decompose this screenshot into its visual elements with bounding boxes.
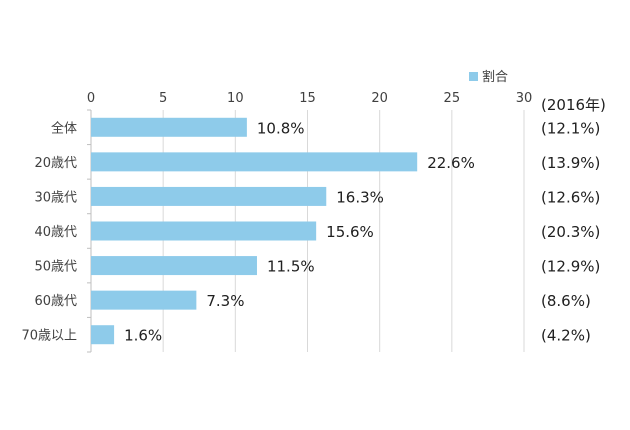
data-label: 22.6% bbox=[427, 154, 475, 172]
comparison-label: (8.6%) bbox=[541, 292, 591, 310]
comparison-label: (4.2%) bbox=[541, 327, 591, 345]
data-label: 16.3% bbox=[336, 188, 384, 206]
bar bbox=[91, 186, 327, 206]
data-label: 7.3% bbox=[206, 292, 244, 310]
x-tick-label: 5 bbox=[159, 91, 167, 106]
x-tick-label: 30 bbox=[516, 91, 533, 106]
comparison-label: (12.6%) bbox=[541, 188, 600, 206]
bar bbox=[91, 152, 418, 172]
category-label: 全体 bbox=[51, 120, 77, 136]
legend-label: 割合 bbox=[482, 69, 508, 85]
x-tick-label: 0 bbox=[87, 91, 95, 106]
legend-swatch bbox=[469, 72, 478, 81]
x-tick-label: 20 bbox=[371, 91, 388, 106]
comparison-label: (12.1%) bbox=[541, 119, 600, 137]
labels: 全体 10.8% (12.1%) 20歳代 22.6% (13.9%) 30歳代 16.3% (… bbox=[21, 119, 600, 344]
bar bbox=[91, 221, 317, 241]
comparison-label: (12.9%) bbox=[541, 258, 600, 276]
bar bbox=[91, 256, 257, 276]
data-label: 15.6% bbox=[326, 223, 374, 241]
category-label: 60歳代 bbox=[34, 294, 77, 309]
category-label: 50歳代 bbox=[34, 260, 77, 275]
x-tick-label: 15 bbox=[299, 91, 316, 106]
x-tick-label: 10 bbox=[227, 91, 244, 106]
data-label: 1.6% bbox=[124, 327, 162, 345]
category-label: 20歳代 bbox=[34, 156, 77, 171]
bar bbox=[91, 290, 197, 310]
comparison-label: (13.9%) bbox=[541, 154, 600, 172]
category-label: 40歳代 bbox=[34, 225, 77, 240]
bar bbox=[91, 325, 115, 345]
comparison-label: (20.3%) bbox=[541, 223, 600, 241]
data-label: 11.5% bbox=[267, 258, 315, 276]
category-label: 70歳以上 bbox=[21, 329, 77, 344]
data-label: 10.8% bbox=[257, 119, 305, 137]
comparison-header: (2016年) bbox=[541, 96, 606, 114]
legend: 割合 bbox=[469, 69, 508, 85]
x-tick-label: 25 bbox=[444, 91, 461, 106]
bar bbox=[91, 117, 247, 137]
bars bbox=[91, 117, 418, 345]
category-label: 30歳代 bbox=[34, 190, 77, 205]
